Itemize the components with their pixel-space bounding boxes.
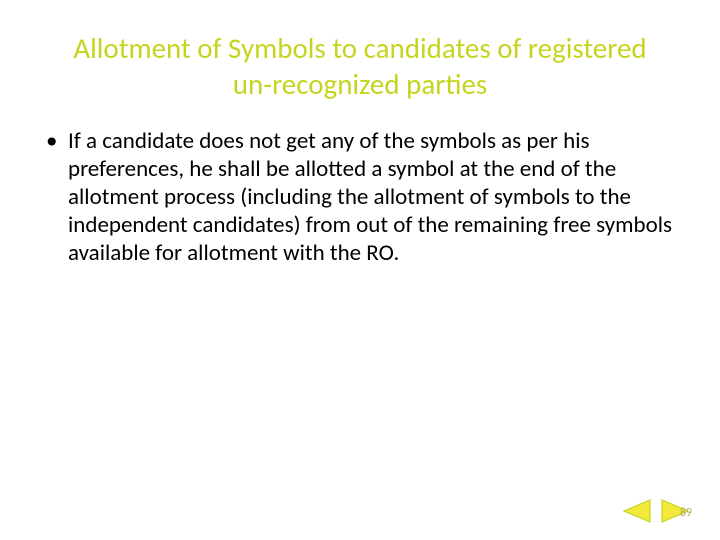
prev-triangle xyxy=(624,500,650,522)
bullet-list: If a candidate does not get any of the s… xyxy=(38,127,682,267)
triangle-left-icon xyxy=(620,498,652,524)
page-number: 89 xyxy=(680,506,692,520)
prev-button[interactable] xyxy=(616,496,656,526)
bullet-item: If a candidate does not get any of the s… xyxy=(46,127,682,267)
slide-title: Allotment of Symbols to candidates of re… xyxy=(38,30,682,103)
slide-container: Allotment of Symbols to candidates of re… xyxy=(0,0,720,540)
